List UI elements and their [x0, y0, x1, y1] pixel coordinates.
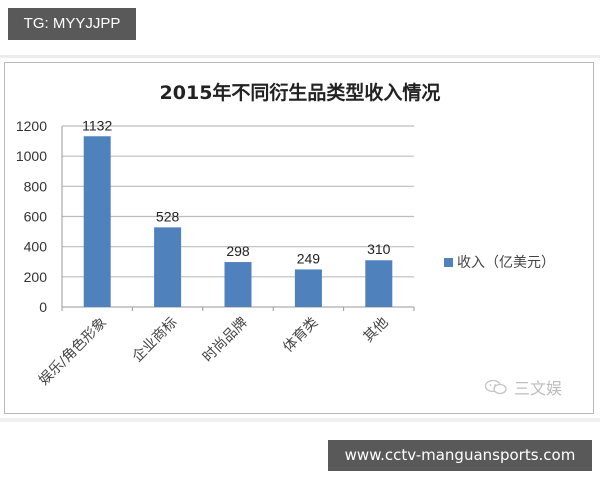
site-url-badge: www.cctv-manguansports.com [328, 440, 592, 471]
y-tick-label: 200 [24, 269, 48, 285]
legend-label: 收入（亿美元） [457, 255, 555, 271]
bar [154, 227, 182, 307]
y-tick-label: 800 [24, 178, 48, 194]
wechat-logo-icon [484, 379, 507, 395]
y-tick-label: 1000 [16, 148, 47, 164]
tg-badge: TG: MYYJJPP [8, 8, 136, 40]
x-category-label: 娱乐/角色形象 [35, 314, 110, 389]
x-category-label: 时尚品牌 [199, 314, 251, 366]
bar-value-label: 310 [367, 241, 391, 257]
bar-value-label: 528 [156, 208, 180, 224]
y-tick-label: 0 [39, 299, 47, 315]
y-tick-label: 1200 [16, 118, 47, 134]
bar-value-label: 249 [297, 250, 321, 266]
bar [365, 260, 393, 307]
x-category-label: 企业商标 [129, 314, 181, 366]
bar-value-label: 1132 [82, 117, 112, 133]
bar-value-label: 298 [226, 243, 250, 259]
watermark-text: 三文娱 [514, 379, 563, 398]
chart-title: 2015年不同衍生品类型收入情况 [0, 78, 600, 105]
bar [294, 269, 322, 307]
legend-swatch [444, 257, 453, 267]
y-tick-label: 400 [24, 239, 48, 255]
bottom-divider [0, 418, 600, 422]
y-tick-label: 600 [24, 209, 48, 225]
x-category-label: 其他 [361, 315, 392, 346]
x-category-label: 体育类 [280, 315, 321, 356]
watermark: 三文娱 [484, 375, 562, 399]
top-divider [0, 55, 600, 58]
bar [83, 136, 111, 307]
chart-title-text: 2015年不同衍生品类型收入情况 [159, 82, 441, 104]
legend: 收入（亿美元） [444, 252, 555, 272]
bar [224, 262, 252, 307]
